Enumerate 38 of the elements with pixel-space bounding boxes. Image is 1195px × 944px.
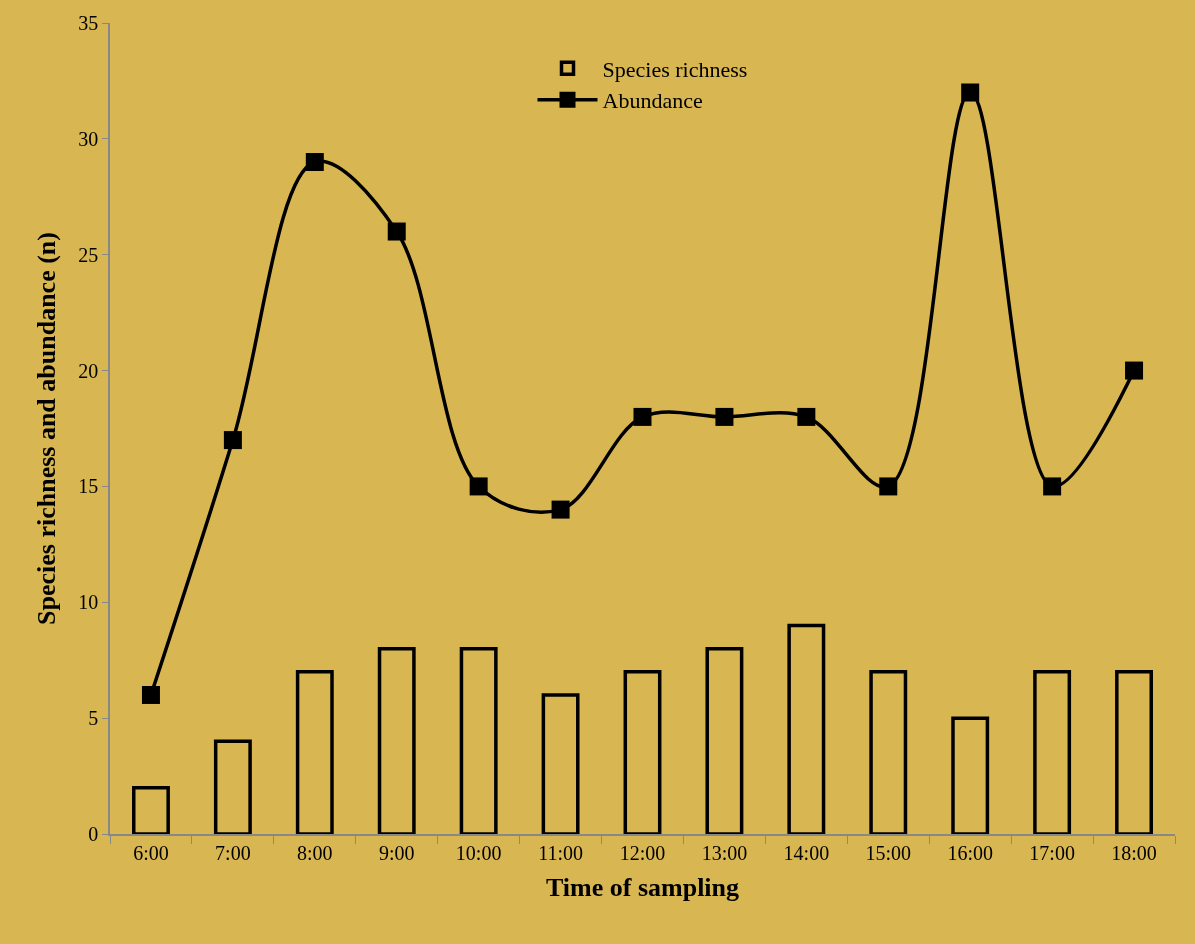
y-tick-label: 30 (78, 127, 99, 150)
point (223, 431, 242, 450)
y-tick-label: 25 (78, 243, 99, 266)
legend-label: Species richness (602, 56, 748, 82)
x-tick-label: 16:00 (947, 841, 993, 864)
y-tick-label: 5 (88, 707, 99, 730)
x-tick-label: 7:00 (215, 841, 251, 864)
point (879, 477, 898, 496)
point (305, 153, 324, 172)
y-tick-label: 15 (78, 475, 99, 498)
x-tick-label: 13:00 (701, 841, 748, 864)
x-tick-label: 9:00 (378, 841, 415, 864)
point (797, 407, 816, 426)
point (1043, 477, 1062, 496)
x-tick-label: 11:00 (538, 841, 583, 864)
y-tick-label: 20 (78, 359, 99, 382)
x-axis-title: Time of sampling (545, 872, 740, 902)
y-axis-title: Species richness and abundance (n) (32, 232, 62, 625)
point (633, 407, 652, 426)
x-tick-label: 10:00 (455, 841, 502, 864)
point (469, 477, 488, 496)
point (387, 222, 406, 241)
y-tick-label: 0 (88, 823, 99, 845)
y-tick-label: 35 (78, 12, 99, 34)
x-tick-label: 18:00 (1111, 841, 1157, 864)
legend-label: Abundance (602, 88, 703, 114)
point (715, 407, 734, 426)
point (1125, 361, 1144, 380)
x-tick-label: 15:00 (865, 841, 912, 864)
x-tick-label: 12:00 (619, 841, 666, 864)
x-tick-label: 14:00 (783, 841, 830, 864)
x-tick-label: 17:00 (1029, 841, 1075, 864)
y-tick-label: 10 (78, 591, 99, 614)
x-tick-label: 8:00 (297, 841, 333, 864)
point (141, 685, 160, 704)
point (961, 83, 980, 102)
x-tick-label: 6:00 (133, 841, 169, 864)
point (551, 500, 570, 519)
